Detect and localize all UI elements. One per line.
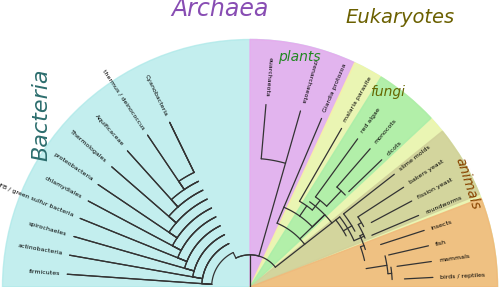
Text: thermus / deinococcus: thermus / deinococcus <box>102 68 146 130</box>
Text: euarchaeota: euarchaeota <box>264 57 272 97</box>
Text: animals: animals <box>452 156 482 212</box>
Text: malaria parasite: malaria parasite <box>343 76 374 123</box>
Text: roundworms: roundworms <box>424 195 463 215</box>
Text: monocots: monocots <box>373 118 398 145</box>
Wedge shape <box>250 198 498 287</box>
Text: mammals: mammals <box>438 254 470 263</box>
Wedge shape <box>250 63 498 287</box>
Text: Aquificaceae: Aquificaceae <box>94 114 124 147</box>
Text: slime molds: slime molds <box>398 144 432 172</box>
Text: dicots: dicots <box>386 140 402 156</box>
Wedge shape <box>250 40 354 287</box>
Text: Thermologales: Thermologales <box>70 129 108 164</box>
Text: fish: fish <box>435 239 447 247</box>
Text: actinobacteria: actinobacteria <box>17 244 63 256</box>
Text: fungi: fungi <box>370 85 405 99</box>
Text: red algae: red algae <box>360 107 382 134</box>
Text: Bacteria: Bacteria <box>31 69 51 161</box>
Text: CFB / green sulfur bacteria: CFB / green sulfur bacteria <box>0 182 74 218</box>
Text: fission yeast: fission yeast <box>417 177 454 200</box>
Text: crenarchaeota: crenarchaeota <box>300 59 318 104</box>
Wedge shape <box>250 131 480 287</box>
Text: birds / reptiles: birds / reptiles <box>440 272 486 280</box>
Text: firmicutes: firmicutes <box>28 269 60 276</box>
Text: Giardia protozoa: Giardia protozoa <box>322 62 347 113</box>
Text: proteobacteria: proteobacteria <box>52 152 94 183</box>
Text: spirochaeles: spirochaeles <box>28 221 68 237</box>
Text: plants: plants <box>278 51 320 64</box>
Text: insects: insects <box>430 219 453 230</box>
Text: chlamydiales: chlamydiales <box>44 176 83 200</box>
Text: Eukaryotes: Eukaryotes <box>346 8 455 27</box>
Text: bakers yeast: bakers yeast <box>408 159 445 185</box>
Text: Cyanobacteria: Cyanobacteria <box>144 73 169 117</box>
Text: Archaea: Archaea <box>172 0 268 21</box>
Wedge shape <box>250 77 431 287</box>
Wedge shape <box>2 40 498 287</box>
